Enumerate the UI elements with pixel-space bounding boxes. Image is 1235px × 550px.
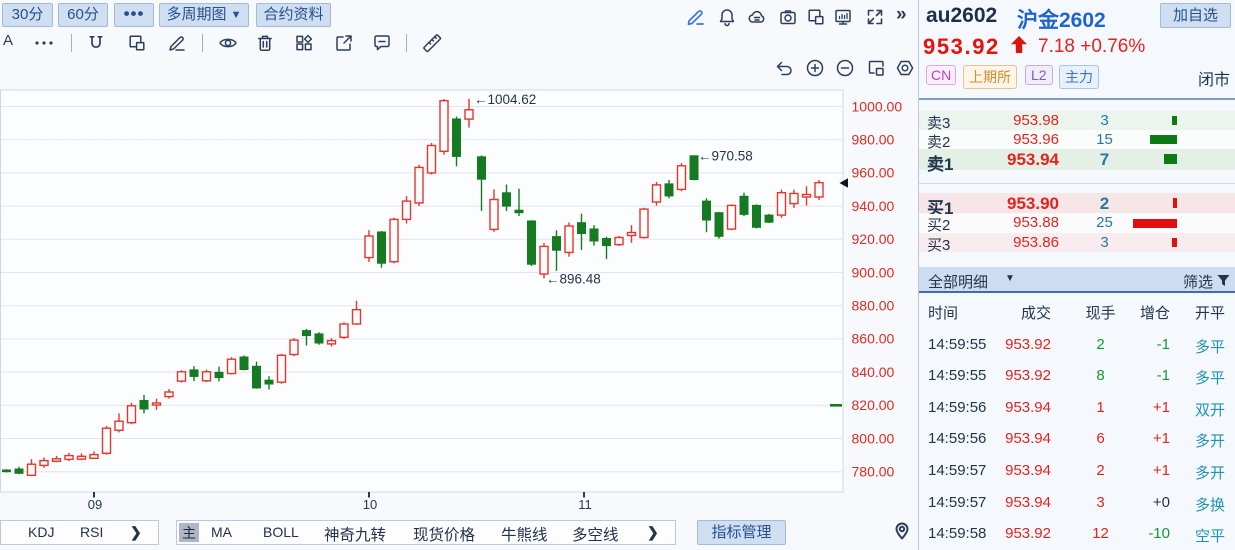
svg-text:780.00: 780.00 [852,464,895,480]
svg-text:880.00: 880.00 [852,298,895,314]
svg-text:980.00: 980.00 [852,132,895,148]
svg-text:820.00: 820.00 [852,397,895,413]
svg-text:900.00: 900.00 [852,264,895,280]
svg-text:840.00: 840.00 [852,364,895,380]
svg-text:920.00: 920.00 [852,231,895,247]
svg-text:←896.48: ←896.48 [546,272,601,287]
svg-text:800.00: 800.00 [852,430,895,446]
svg-text:860.00: 860.00 [852,331,895,347]
svg-text:1000.00: 1000.00 [852,98,903,114]
svg-text:960.00: 960.00 [852,165,895,181]
svg-text:940.00: 940.00 [852,198,895,214]
svg-text:←970.58: ←970.58 [698,149,753,164]
svg-text:←1004.62: ←1004.62 [474,92,536,107]
